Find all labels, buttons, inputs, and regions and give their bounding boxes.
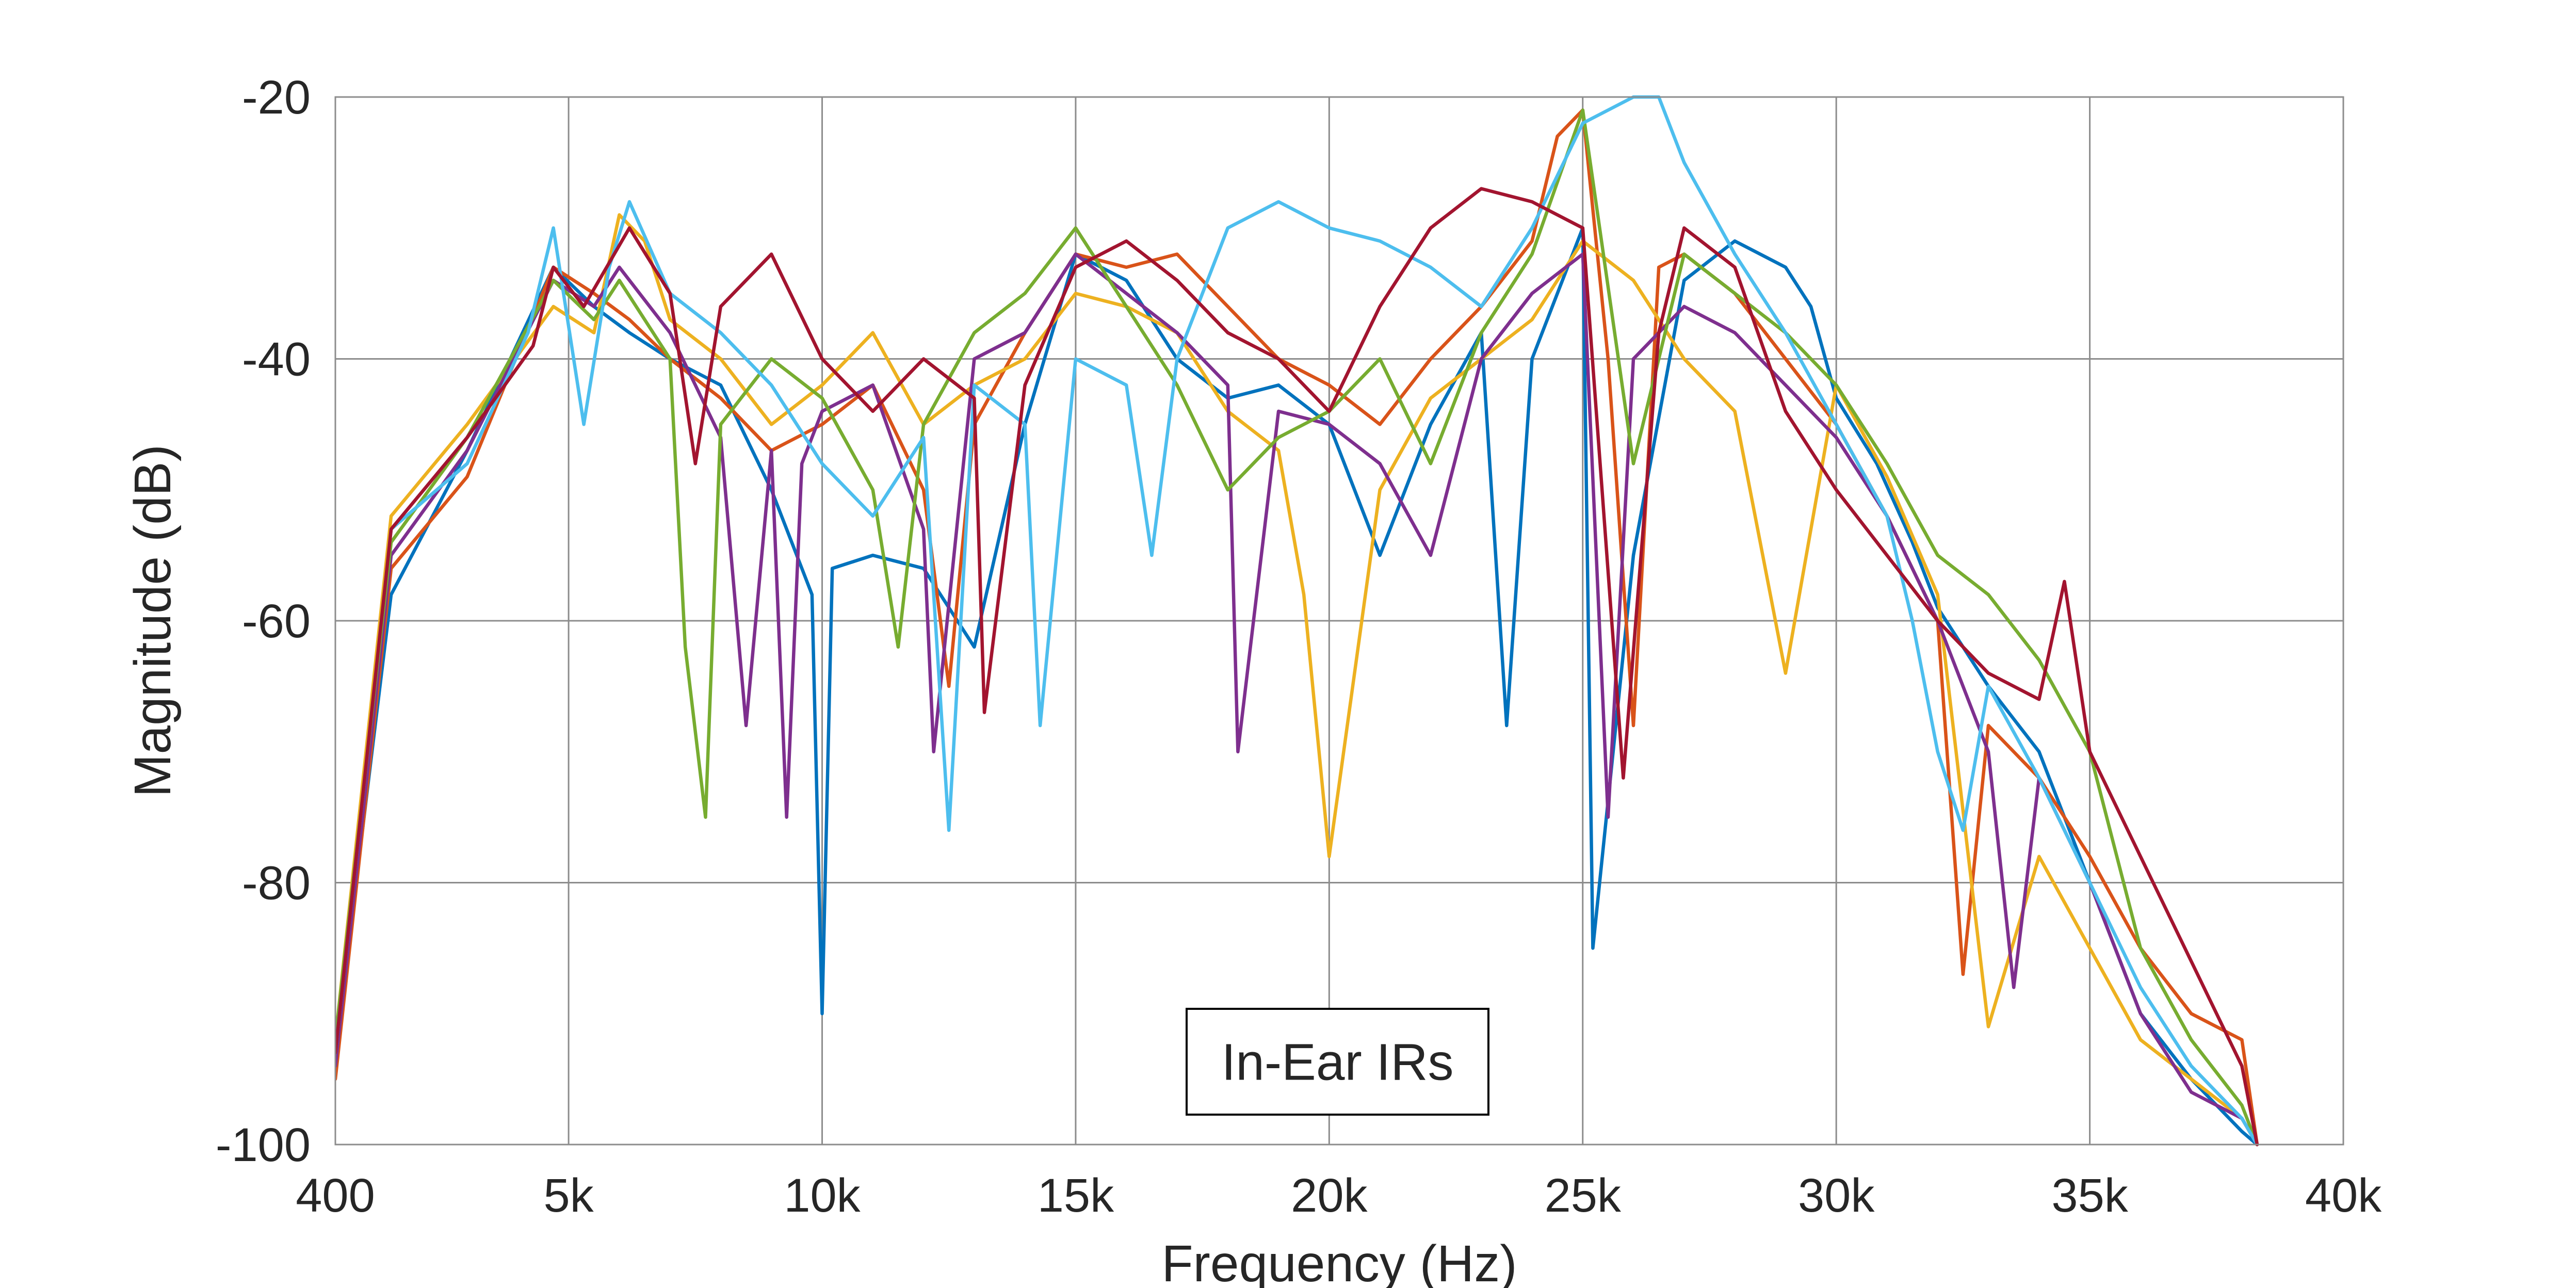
- x-tick-label: 400: [296, 1169, 375, 1222]
- series-line-2: [335, 108, 2259, 1147]
- series-line-1: [335, 226, 2259, 1147]
- x-tick-label: 20k: [1291, 1169, 1368, 1222]
- series-line-3: [335, 213, 2259, 1147]
- y-tick-label: -20: [242, 71, 311, 124]
- x-tick-label: 40k: [2305, 1169, 2382, 1222]
- annotation-text: In-Ear IRs: [1221, 1034, 1453, 1091]
- annotation-box: [1186, 1008, 1489, 1116]
- series-line-4: [335, 252, 2259, 1147]
- x-tick-label: 30k: [1798, 1169, 1875, 1222]
- y-tick-label: -80: [242, 857, 311, 910]
- x-tick-label: 25k: [1545, 1169, 1622, 1222]
- x-tick-label: 15k: [1038, 1169, 1114, 1222]
- x-tick-label: 35k: [2051, 1169, 2128, 1222]
- x-tick-label: 5k: [544, 1169, 594, 1222]
- x-axis-label: Frequency (Hz): [1161, 1235, 1517, 1288]
- annotation: In-Ear IRs: [1186, 1008, 1489, 1116]
- y-tick-labels: -20 -40 -60 -80 -100: [216, 71, 311, 1171]
- series-line-5: [335, 108, 2259, 1147]
- y-tick-label: -60: [242, 595, 311, 648]
- x-tick-labels: 400 5k 10k 15k 20k 25k 30k 35k 40k: [296, 1169, 2382, 1222]
- x-tick-label: 10k: [784, 1169, 861, 1222]
- plot-frame: [334, 96, 2344, 1146]
- grid-lines: [334, 96, 2344, 1146]
- series-lines: [335, 95, 2259, 1147]
- y-tick-label: -100: [216, 1119, 311, 1171]
- y-axis-label: Magnitude (dB): [124, 444, 182, 797]
- y-tick-label: -40: [242, 333, 311, 386]
- series-line-6: [335, 95, 2259, 1147]
- series-line-7: [335, 187, 2259, 1147]
